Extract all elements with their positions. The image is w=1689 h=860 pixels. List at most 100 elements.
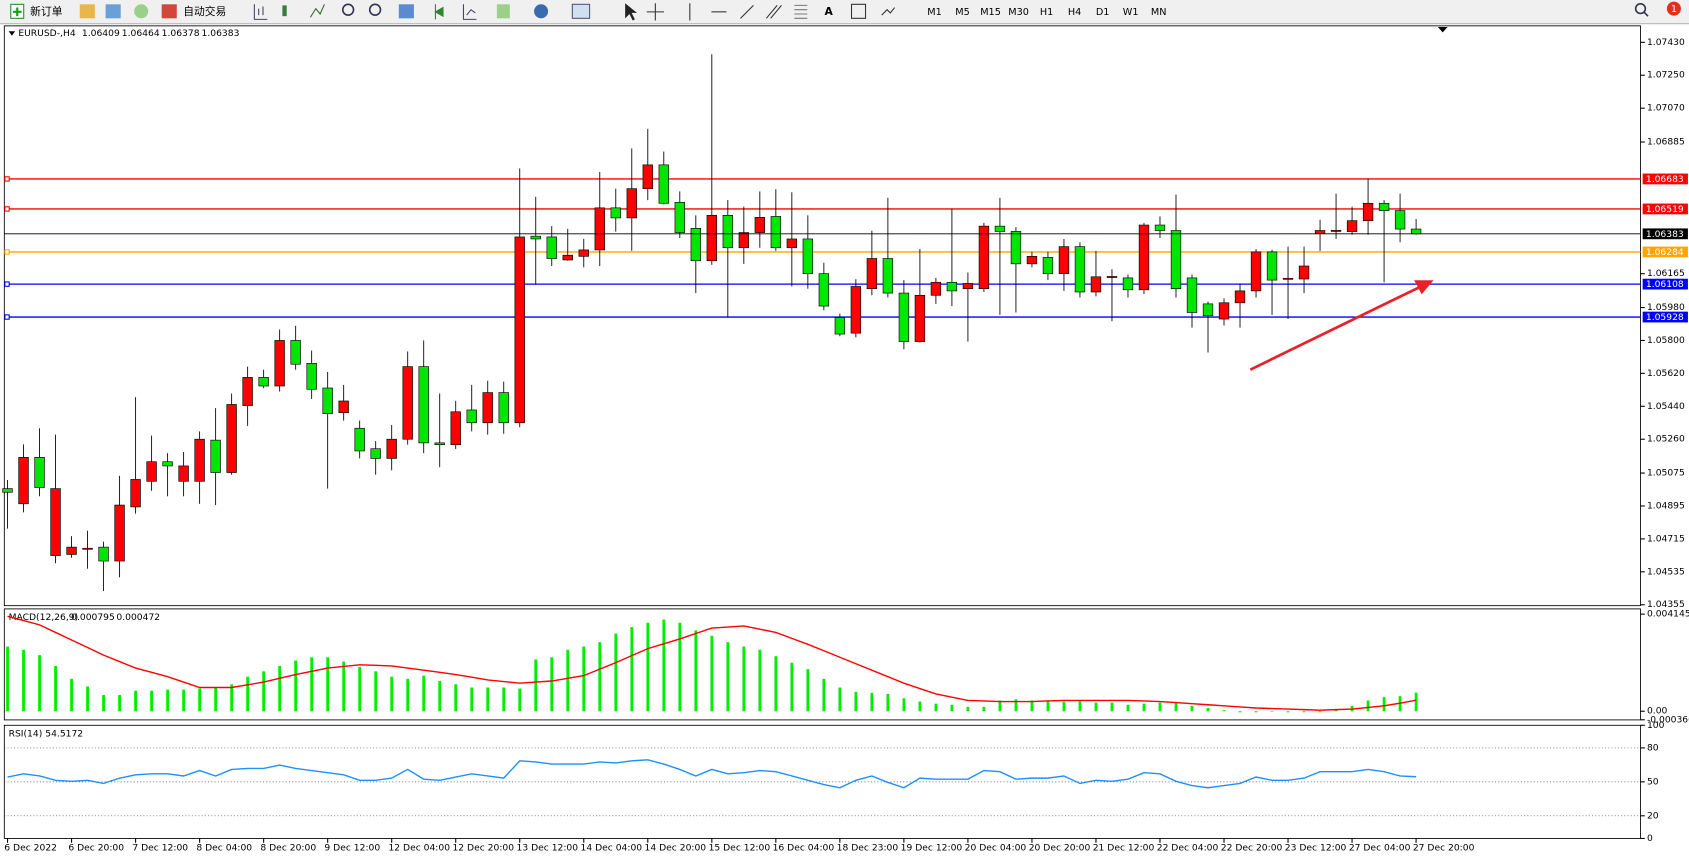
candle-body [274,340,285,387]
candle-body [1346,220,1358,232]
timeframe-button[interactable]: M5 [955,7,970,18]
candle-body [738,232,750,249]
icon[interactable] [398,4,414,19]
high-value: 1.06464 [122,28,160,39]
candle-body [1378,202,1390,211]
icon[interactable] [134,4,149,19]
icon[interactable] [105,4,121,19]
x-tick-label: 19 Dec 12:00 [901,843,963,854]
x-tick-label: 9 Dec 12:00 [324,843,380,854]
timeframe-button[interactable]: H4 [1068,7,1081,18]
histogram-bar [1318,711,1322,713]
x-tick-label: 20 Dec 04:00 [965,843,1027,854]
candle-body [354,427,365,452]
y-tick-label: 1.05800 [1647,335,1685,346]
histogram-bar [870,692,874,712]
x-tick-label: 22 Dec 20:00 [1221,843,1283,854]
new-order-button[interactable]: 新订单 [10,3,63,19]
x-tick-label: 12 Dec 04:00 [388,843,450,854]
candle-body [722,215,733,249]
notification-count: 1 [1671,4,1677,15]
candle-body [1138,224,1150,291]
histogram-bar [1078,700,1082,712]
histogram-bar [406,678,410,712]
y-tick-label: 1.07250 [1647,70,1685,81]
auto-trading-label: 自动交易 [183,5,226,18]
toolbar: 新订单 自动交易 A [0,0,1689,25]
histogram-bar [1414,692,1418,712]
icon[interactable] [462,4,477,20]
plus-icon [12,7,22,17]
candle-body [402,366,413,440]
candle-body [1042,257,1054,275]
histogram-bar [182,689,186,712]
candle-body [850,286,862,334]
histogram-bar [486,687,490,712]
x-tick-label: 27 Dec 20:00 [1413,843,1475,854]
icon[interactable] [79,4,95,19]
channel-tool[interactable] [765,5,782,19]
macd-panel [3,608,1641,721]
candle-body [1250,251,1262,292]
timeframe-button[interactable]: M30 [1008,7,1029,18]
level-label: 1.06519 [1646,204,1684,215]
y-tick-label: 20 [1647,810,1659,821]
zoom-in[interactable] [341,3,355,16]
histogram-bar [1126,704,1130,712]
histogram-bar [390,676,394,712]
x-tick-label: 23 Dec 12:00 [1285,843,1347,854]
histogram-bar [678,622,682,712]
candle-body [898,292,910,342]
icon[interactable] [309,4,325,18]
candle-body [706,215,717,262]
candle-body [834,317,846,335]
histogram-bar [774,656,778,712]
level-label: 1.06284 [1646,247,1684,258]
histogram-bar [1286,711,1290,713]
timeframe-button[interactable]: M15 [980,7,1001,18]
candle-body [466,409,477,424]
x-tick-label: 22 Dec 04:00 [1157,843,1219,854]
histogram-bar [614,633,618,712]
timeframe-button[interactable]: MN [1151,7,1167,18]
histogram-bar [854,691,858,712]
macd-title: MACD(12,26,9) [9,612,79,623]
histogram-bar [294,660,298,712]
icon[interactable] [496,4,510,19]
histogram-bar [246,676,250,712]
crosshair-tool[interactable] [646,3,664,21]
histogram-bar [1366,700,1370,712]
text-tool[interactable]: A [825,5,834,18]
timeframe-button[interactable]: W1 [1123,7,1139,18]
y-tick-label: 1.05075 [1647,468,1685,479]
cursor-tool[interactable] [625,3,638,21]
trendline-tool[interactable] [740,5,754,19]
histogram-bar [630,627,634,712]
icon[interactable] [282,5,287,17]
fibo-tool[interactable] [794,4,808,19]
x-tick-label: 12 Dec 20:00 [452,843,514,854]
candle-body [978,225,990,290]
candle-body [530,235,541,240]
auto-trading-button[interactable]: 自动交易 [161,4,227,19]
icon[interactable] [534,4,549,19]
icon[interactable] [253,4,268,20]
x-tick-label: 6 Dec 2022 [4,843,57,854]
icon[interactable] [571,3,591,19]
signal-line [7,615,1417,711]
histogram-bar [358,667,362,712]
timeframe-button[interactable]: M1 [927,7,942,18]
arrow-tool[interactable] [881,7,896,16]
icon[interactable] [434,4,444,20]
notification-badge[interactable] [1666,1,1681,16]
bid-label: 1.06383 [1646,229,1684,240]
search-button[interactable] [1634,2,1647,15]
candle-body [1090,276,1102,293]
timeframe-button[interactable]: D1 [1096,7,1110,18]
candle-body [882,258,894,294]
histogram-bar [1014,699,1018,712]
zoom-out[interactable] [368,3,382,16]
label-tool[interactable] [850,3,867,19]
timeframe-button[interactable]: H1 [1040,7,1053,18]
